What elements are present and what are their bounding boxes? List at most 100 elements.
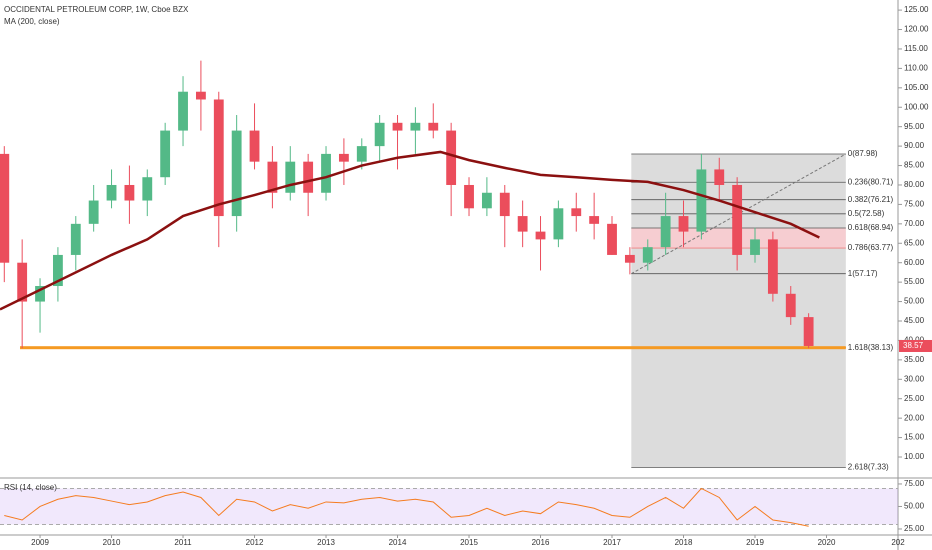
y-tick-label: 125.00 — [904, 5, 929, 14]
rsi-tick-label: 25.00 — [904, 524, 925, 533]
candle-body — [374, 122, 385, 147]
candle-body — [303, 161, 314, 193]
y-tick-label: 70.00 — [904, 219, 925, 228]
candle-body — [714, 169, 725, 185]
x-tick-label: 2019 — [746, 538, 764, 547]
y-tick-label: 35.00 — [904, 355, 925, 364]
candle-body — [624, 254, 635, 263]
fib-label: 0.5(72.58) — [848, 209, 885, 218]
candle-body — [178, 91, 188, 131]
rsi-tick-label: 50.00 — [904, 502, 925, 511]
candle-body — [17, 262, 28, 302]
candle-body — [696, 169, 707, 232]
candle-body — [52, 254, 63, 287]
candle-body — [356, 146, 367, 162]
y-tick-label: 65.00 — [904, 238, 925, 247]
last-price-tag — [899, 339, 932, 352]
candle-body — [642, 247, 653, 263]
candle-body — [267, 161, 278, 193]
y-tick-label: 20.00 — [904, 413, 925, 422]
x-tick-label: 2013 — [317, 538, 335, 547]
fib-label: 2.618(7.33) — [848, 463, 889, 472]
x-tick-label: 2010 — [103, 538, 121, 547]
candle-body — [106, 184, 117, 201]
rsi-legend: RSI (14, close) — [4, 483, 57, 492]
candle-body — [589, 216, 600, 224]
x-tick-label: 2018 — [675, 538, 693, 547]
candle-body — [35, 286, 45, 302]
candle-body — [195, 91, 206, 100]
y-tick-label: 75.00 — [904, 200, 925, 209]
candle-body — [481, 192, 492, 209]
candle-body — [517, 216, 528, 232]
x-tick-label: 2012 — [246, 538, 264, 547]
candle-body — [392, 122, 403, 131]
x-tick-label: 2014 — [389, 538, 407, 547]
candle-body — [249, 130, 260, 162]
fib-label: 0.618(68.94) — [848, 223, 894, 232]
candle-body — [678, 216, 689, 232]
candle-body — [285, 161, 296, 193]
candle-body — [213, 99, 224, 217]
x-tick-label: 2011 — [174, 538, 192, 547]
y-tick-label: 30.00 — [904, 374, 925, 383]
y-tick-label: 55.00 — [904, 277, 925, 286]
x-tick-label: 2020 — [818, 538, 836, 547]
candle-body — [124, 184, 135, 201]
y-tick-label: 50.00 — [904, 297, 925, 306]
candle-body — [660, 216, 671, 248]
candle-body — [464, 184, 474, 209]
x-tick-label: 2009 — [31, 538, 49, 547]
x-tick-label: 2017 — [603, 538, 621, 547]
y-tick-label: 120.00 — [904, 25, 929, 34]
candle-body — [160, 130, 171, 178]
rsi-tick-label: 75.00 — [904, 479, 925, 488]
candle-body — [410, 122, 421, 131]
y-tick-label: 90.00 — [904, 141, 925, 150]
y-tick-label: 15.00 — [904, 433, 925, 442]
candle-body — [88, 200, 99, 224]
candle-body — [767, 239, 778, 294]
candle-body — [750, 239, 760, 255]
candle-body — [446, 130, 457, 185]
fib-label: 0.786(63.77) — [848, 243, 894, 252]
y-tick-label: 95.00 — [904, 122, 925, 131]
candle-body — [321, 153, 331, 193]
y-tick-label: 45.00 — [904, 316, 925, 325]
last-price-label: 38.57 — [903, 341, 924, 350]
rsi-line — [4, 487, 809, 527]
candle-body — [428, 122, 439, 131]
chart-title: OCCIDENTAL PETROLEUM CORP, 1W, Cboe BZX — [4, 5, 189, 14]
candle-body — [499, 192, 510, 217]
y-tick-label: 115.00 — [904, 44, 928, 53]
candle-body — [553, 208, 564, 240]
y-tick-label: 25.00 — [904, 394, 925, 403]
y-tick-label: 60.00 — [904, 258, 925, 267]
fib-label: 0(87.98) — [848, 149, 878, 158]
candle-body — [142, 177, 153, 201]
rsi-band — [0, 488, 898, 525]
candle-body — [231, 130, 242, 217]
x-tick-label: 2015 — [460, 538, 478, 547]
candle-body — [338, 153, 349, 162]
candle-body — [535, 231, 546, 240]
ma-legend: MA (200, close) — [4, 17, 60, 26]
y-tick-label: 105.00 — [904, 83, 929, 92]
candle-body — [785, 293, 796, 318]
x-tick-label: 202 — [891, 538, 905, 547]
candle-body — [803, 317, 814, 346]
ma-line — [0, 150, 820, 311]
fib-label: 0.382(76.21) — [848, 195, 894, 204]
candle-body — [70, 223, 81, 255]
candle-body — [571, 208, 582, 217]
support-line — [20, 346, 846, 350]
y-tick-label: 110.00 — [904, 64, 928, 73]
candle-body — [607, 223, 617, 255]
y-tick-label: 100.00 — [904, 102, 929, 111]
fib-label: 1(57.17) — [848, 269, 878, 278]
y-tick-label: 80.00 — [904, 180, 925, 189]
candle-body — [732, 184, 743, 255]
candle-body — [0, 153, 10, 263]
y-tick-label: 10.00 — [904, 452, 925, 461]
